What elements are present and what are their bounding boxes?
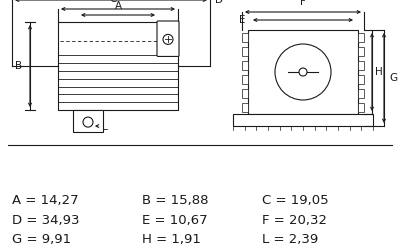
Circle shape: [275, 44, 331, 100]
FancyBboxPatch shape: [157, 21, 179, 57]
Bar: [73, 110, 103, 132]
Bar: [242, 74, 248, 84]
Text: H: H: [375, 67, 383, 77]
Circle shape: [299, 68, 307, 76]
Bar: [242, 89, 248, 98]
Text: G: G: [389, 73, 397, 83]
Bar: [242, 103, 248, 112]
Text: G = 9,91: G = 9,91: [12, 233, 71, 246]
Bar: [358, 47, 364, 56]
Text: F: F: [300, 0, 306, 7]
Circle shape: [83, 117, 93, 127]
Bar: [358, 74, 364, 84]
Bar: [358, 33, 364, 42]
Text: H = 1,91: H = 1,91: [142, 233, 201, 246]
Bar: [242, 33, 248, 42]
Text: C = 19,05: C = 19,05: [262, 194, 329, 207]
Bar: [242, 61, 248, 70]
Bar: [358, 103, 364, 112]
Bar: [358, 61, 364, 70]
Text: C: C: [109, 0, 117, 4]
Bar: [248, 30, 358, 114]
Bar: [233, 114, 373, 126]
Bar: [58, 22, 178, 110]
Text: D: D: [215, 0, 223, 5]
Text: F = 20,32: F = 20,32: [262, 214, 327, 227]
Text: L = 2,39: L = 2,39: [262, 233, 318, 246]
Bar: [242, 47, 248, 56]
Text: B: B: [15, 61, 22, 71]
Text: E = 10,67: E = 10,67: [142, 214, 208, 227]
Text: E: E: [240, 15, 246, 25]
Text: A = 14,27: A = 14,27: [12, 194, 79, 207]
Bar: [358, 89, 364, 98]
Text: A: A: [114, 1, 122, 11]
Text: D = 34,93: D = 34,93: [12, 214, 80, 227]
Text: L: L: [102, 122, 108, 132]
Circle shape: [163, 34, 173, 44]
Text: B = 15,88: B = 15,88: [142, 194, 208, 207]
